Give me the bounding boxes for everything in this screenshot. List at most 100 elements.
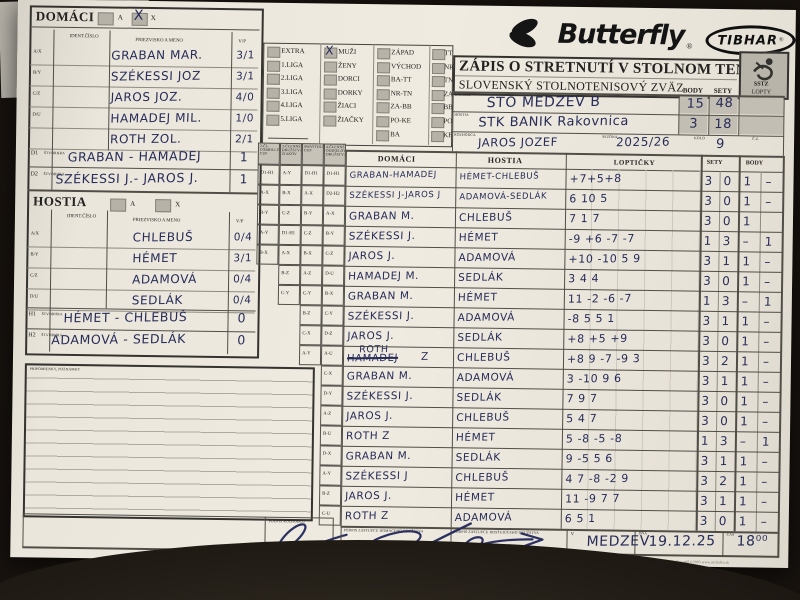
match-row-sety-hostia: 1 bbox=[720, 374, 730, 389]
pair-code: A-X bbox=[304, 191, 313, 197]
hostia-checkbox-a bbox=[110, 198, 127, 212]
match-row-hostia: HÉMET-CHLEBUŠ bbox=[459, 171, 540, 183]
hostia-player-name: SEDLÁK bbox=[131, 292, 184, 308]
region-label: VÝCHOD bbox=[391, 61, 422, 71]
match-row-body-hostia: – bbox=[764, 194, 773, 209]
v-value: MEDZEV bbox=[586, 533, 651, 550]
match-row-body-hostia: 1 bbox=[761, 434, 771, 449]
match-row-lopticky: -9 +6 -7 -7 bbox=[568, 231, 636, 246]
domaci-checkbox-x-mark: X bbox=[133, 7, 145, 24]
pair-code: D1-H1 bbox=[281, 230, 296, 236]
d2-score: 1 bbox=[239, 171, 249, 187]
pair-code: D2-H2 bbox=[326, 191, 340, 197]
player-row-code: B/Y bbox=[32, 70, 42, 76]
domaci-player-name: HAMADEJ MIL. bbox=[110, 110, 203, 126]
match-row-sety-hostia: 0 bbox=[722, 214, 732, 229]
domaci-player-vp: 4/0 bbox=[235, 91, 255, 104]
domaci-player-name: SZÉKESSI JOZ bbox=[110, 68, 202, 84]
hostia-row-label: HOSTIA bbox=[454, 113, 469, 118]
butterfly-icon bbox=[509, 18, 553, 49]
player-row-code: B/Y bbox=[30, 252, 39, 258]
pair-code: D-Y bbox=[323, 391, 333, 397]
match-row-sety-hostia: 1 bbox=[719, 454, 729, 469]
domaci-lopty-cell-bg bbox=[739, 96, 784, 115]
pair-code: C-Z bbox=[282, 210, 290, 216]
h2-pair: ADAMOVÁ - SEDLÁK bbox=[50, 330, 187, 348]
group-label: DORKY bbox=[337, 88, 363, 97]
league-label: 3.LIGA bbox=[280, 87, 303, 96]
pair-code: B-Y bbox=[325, 231, 335, 237]
match-row-sety-domaci: 3 bbox=[700, 413, 710, 428]
domaci-row-label: DOMÁCI bbox=[454, 93, 471, 98]
pair-code: C-Z bbox=[325, 251, 334, 257]
match-row-sety-hostia: 2 bbox=[720, 354, 730, 369]
cas-label: ČAS bbox=[726, 533, 735, 537]
domaci-ident-header: IDENT.ČÍSLO bbox=[69, 33, 99, 40]
match-row-body-domaci: 1 bbox=[738, 514, 748, 529]
pair-code: B-Z bbox=[281, 270, 289, 276]
hostia-lopty-cell-bg bbox=[739, 116, 784, 135]
region-checkbox bbox=[376, 88, 390, 101]
pair-column-header-text: 2-ČL. CORBILLON CUP bbox=[259, 144, 281, 156]
match-row-body-domaci: 1 bbox=[743, 174, 753, 189]
butterfly-registered: ® bbox=[686, 41, 693, 51]
hostia-checkbox-x bbox=[155, 199, 172, 213]
match-row-domaci: GRABAN M. bbox=[346, 369, 413, 383]
match-row-body-domaci: – bbox=[741, 294, 749, 309]
match-row-domaci: SZÉKESSI J. bbox=[346, 389, 414, 403]
pair-code: A-Z bbox=[303, 271, 312, 277]
pair-code: C-X bbox=[323, 371, 333, 377]
match-row-domaci: SZÉKESSI J. bbox=[348, 229, 416, 243]
domaci-player-vp: 2/1 bbox=[234, 133, 255, 146]
match-row-sety-hostia: 1 bbox=[721, 314, 731, 329]
match-row-body-hostia: – bbox=[763, 314, 771, 329]
group-checkbox bbox=[323, 101, 337, 114]
group-checkbox bbox=[323, 74, 337, 86]
region-label: TN bbox=[443, 76, 454, 85]
rule bbox=[777, 155, 785, 558]
d2-label: D2 bbox=[30, 171, 38, 178]
match-row-sety-hostia: 3 bbox=[719, 434, 729, 449]
match-row-domaci: JAROS J. bbox=[345, 409, 394, 423]
d1-pair: GRABAN - HAMADEJ bbox=[67, 148, 202, 165]
match-row-lopticky: -8 5 5 1 bbox=[567, 311, 616, 326]
domaci-name-header: PRIEZVISKO A MENO bbox=[135, 37, 183, 44]
mt-header-hostia: HOSTIA bbox=[487, 155, 523, 166]
match-row-body-hostia: 1 bbox=[763, 294, 773, 309]
match-row-hostia: CHLEBUŠ bbox=[456, 351, 511, 364]
player-row-code: D/U bbox=[29, 294, 39, 300]
domaci-vp-header: V/P bbox=[238, 39, 246, 45]
hostia-player-name: HÉMET bbox=[132, 250, 178, 266]
match-row-sety-hostia: 3 bbox=[722, 234, 732, 249]
region-checkbox bbox=[376, 129, 390, 141]
match-row-body-domaci: – bbox=[739, 434, 747, 449]
domaci-player-vp: 3/1 bbox=[235, 49, 256, 62]
league-label: 2.LIGA bbox=[280, 74, 303, 83]
match-row-lopticky: +8 +5 +9 bbox=[567, 331, 629, 346]
match-row-hostia: ADAMOVÁ bbox=[456, 371, 515, 385]
pair-code: C-Y bbox=[324, 311, 333, 317]
pair-code: B-Y bbox=[304, 211, 313, 217]
player-row-code: A/X bbox=[30, 231, 40, 237]
match-row-sety-hostia: 0 bbox=[719, 414, 729, 429]
match-row-domaci: HAMADEJ M. bbox=[347, 269, 420, 283]
match-row-lopticky: 6 10 5 bbox=[569, 191, 609, 206]
mt-header-body: BODY bbox=[745, 160, 764, 167]
league-label: 1.LIGA bbox=[281, 60, 304, 69]
match-row-body-domaci: 1 bbox=[740, 354, 750, 369]
match-row-lopticky: 7 1 7 bbox=[568, 211, 601, 226]
region-checkbox bbox=[376, 116, 390, 128]
domaci-player-name: ROTH ZOL. bbox=[109, 131, 182, 147]
sety-column-header: SETY bbox=[713, 86, 733, 96]
pair-code: A-Y bbox=[282, 170, 292, 176]
match-row-hostia: ADAMOVÁ-SEDLÁK bbox=[459, 191, 548, 203]
pair-column-header: 4-ČLENNÉ ODDIELOVÉ DRUŽSTVÁ bbox=[323, 143, 347, 166]
match-row-sety-domaci: 3 bbox=[701, 373, 711, 388]
match-row-sety-domaci: 3 bbox=[702, 333, 711, 348]
group-label: ŽIACI bbox=[337, 102, 357, 111]
region-label: ZÁPAD bbox=[391, 48, 415, 57]
domaci-checkbox-x-label: X bbox=[150, 14, 156, 23]
match-row-body-hostia: – bbox=[762, 354, 770, 369]
match-row-body-hostia: – bbox=[765, 174, 773, 189]
mt-header-sety: SETY bbox=[706, 159, 723, 167]
